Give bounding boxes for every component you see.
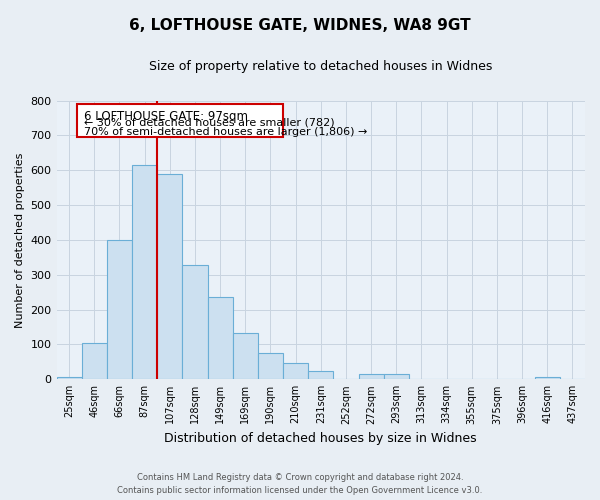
Text: 6 LOFTHOUSE GATE: 97sqm: 6 LOFTHOUSE GATE: 97sqm [84, 110, 248, 123]
FancyBboxPatch shape [77, 104, 283, 137]
Bar [258, 353, 283, 380]
Bar [233, 333, 258, 380]
Bar [107, 240, 132, 380]
X-axis label: Distribution of detached houses by size in Widnes: Distribution of detached houses by size … [164, 432, 477, 445]
Bar [535, 376, 560, 380]
Text: 70% of semi-detached houses are larger (1,806) →: 70% of semi-detached houses are larger (… [84, 126, 368, 136]
Bar [157, 174, 182, 380]
Title: Size of property relative to detached houses in Widnes: Size of property relative to detached ho… [149, 60, 493, 73]
Text: 6, LOFTHOUSE GATE, WIDNES, WA8 9GT: 6, LOFTHOUSE GATE, WIDNES, WA8 9GT [129, 18, 471, 32]
Bar [383, 374, 409, 380]
Bar [56, 376, 82, 380]
Bar [283, 362, 308, 380]
Bar [132, 165, 157, 380]
Y-axis label: Number of detached properties: Number of detached properties [15, 152, 25, 328]
Bar [308, 370, 334, 380]
Text: ← 30% of detached houses are smaller (782): ← 30% of detached houses are smaller (78… [84, 118, 335, 128]
Bar [82, 342, 107, 380]
Bar [208, 298, 233, 380]
Text: Contains HM Land Registry data © Crown copyright and database right 2024.
Contai: Contains HM Land Registry data © Crown c… [118, 473, 482, 495]
Bar [359, 374, 383, 380]
Bar [182, 265, 208, 380]
